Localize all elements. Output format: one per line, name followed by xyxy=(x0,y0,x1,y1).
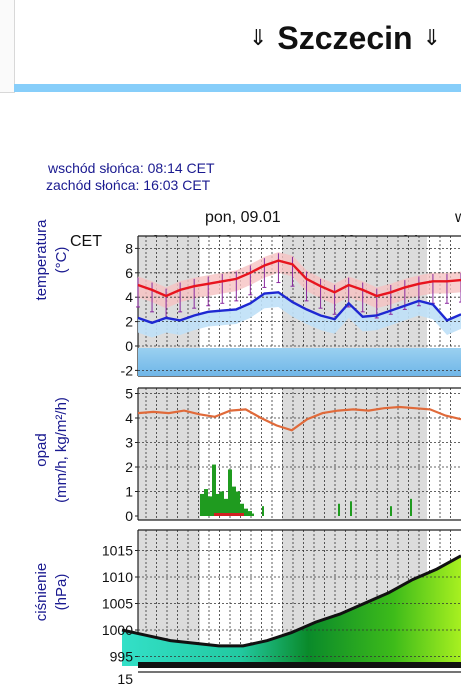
tick-label: 1015 xyxy=(102,543,133,559)
left-edge-frame xyxy=(0,0,15,93)
down-arrow-icon[interactable]: ⇓ xyxy=(422,25,441,51)
timezone-label: CET xyxy=(70,233,102,250)
precip-bar xyxy=(228,469,232,516)
sunrise-text: wschód słońca: 08:14 CET xyxy=(48,160,215,176)
subzero-band xyxy=(138,348,461,376)
tick-label: 6 xyxy=(125,265,133,281)
tick-label: 4 xyxy=(125,410,133,426)
temperature-unit-label: (°C) xyxy=(53,247,70,274)
precip-bar xyxy=(236,491,240,516)
sunset-text: zachód słońca: 16:03 CET xyxy=(46,177,211,193)
tick-label: 0 xyxy=(125,338,133,354)
tick-label: 15 xyxy=(117,671,133,686)
precip-bar xyxy=(390,506,392,516)
precip-bar xyxy=(216,493,220,516)
precipitation-unit-label: (mm/h, kg/m²/h) xyxy=(53,397,70,503)
pressure-axis-label: ciśnienie xyxy=(33,563,50,621)
tick-label: 3 xyxy=(125,435,133,451)
tick-label: 5 xyxy=(125,386,133,402)
pressure-area xyxy=(122,555,461,666)
tick-label: -2 xyxy=(121,362,134,378)
snow-marker xyxy=(214,513,244,516)
precip-bar xyxy=(212,464,216,516)
header-divider xyxy=(14,84,461,92)
pressure-panel: 1015 1010 1005 1000 995 xyxy=(102,529,461,668)
precip-bar xyxy=(200,493,204,516)
precipitation-panel: 5 4 3 2 1 0 xyxy=(125,386,461,524)
precip-bar xyxy=(338,503,340,516)
tick-label: 8 xyxy=(125,240,133,256)
tick-label: 1 xyxy=(125,484,133,500)
pressure-panel-bottom xyxy=(138,662,461,668)
precip-bar xyxy=(248,511,252,516)
pressure-line xyxy=(121,554,461,648)
city-selector[interactable]: ⇓ Szczecin ⇓ xyxy=(249,20,441,57)
cloud-cover-line xyxy=(137,405,461,432)
sun-times: wschód słońca: 08:14 CET zachód słońca: … xyxy=(46,160,215,194)
temperature-axis-label: temperatura xyxy=(33,219,50,301)
tick-label: 2 xyxy=(125,459,133,475)
precip-bar xyxy=(224,498,228,516)
precip-bar xyxy=(244,508,248,516)
precip-bar xyxy=(252,513,254,516)
tick-label: 1000 xyxy=(102,622,133,638)
wind-panel: 15 xyxy=(117,671,461,686)
precip-bar xyxy=(232,486,236,516)
wind-panel-background xyxy=(138,672,461,686)
pressure-unit-label: (hPa) xyxy=(53,574,70,611)
precip-bar xyxy=(262,506,264,516)
precip-bar xyxy=(350,501,352,516)
next-day-label: w xyxy=(454,209,461,226)
page-header: ⇓ Szczecin ⇓ xyxy=(0,0,461,84)
temperature-panel: 8 6 4 2 0 -2 xyxy=(121,235,461,378)
tick-label: 1005 xyxy=(102,596,133,612)
city-title: Szczecin xyxy=(277,20,413,56)
down-arrow-icon[interactable]: ⇓ xyxy=(248,25,268,51)
day-label: pon, 09.01 xyxy=(205,209,281,226)
precip-bar xyxy=(410,498,412,516)
precip-bar xyxy=(220,491,224,516)
tick-label: 2 xyxy=(125,314,133,330)
tick-label: 1010 xyxy=(102,569,133,585)
precip-bar xyxy=(240,503,244,516)
tick-label: 995 xyxy=(110,649,134,665)
night-band xyxy=(138,388,200,520)
precip-bar xyxy=(204,489,208,516)
tick-label: 4 xyxy=(125,289,133,305)
perceived-temperature-line xyxy=(137,291,461,325)
precip-bar xyxy=(208,496,212,516)
perceived-spread-band xyxy=(138,292,461,338)
air-temperature-line xyxy=(137,259,461,298)
precipitation-axis-label: opad xyxy=(33,433,50,466)
tick-label: 0 xyxy=(125,508,133,524)
